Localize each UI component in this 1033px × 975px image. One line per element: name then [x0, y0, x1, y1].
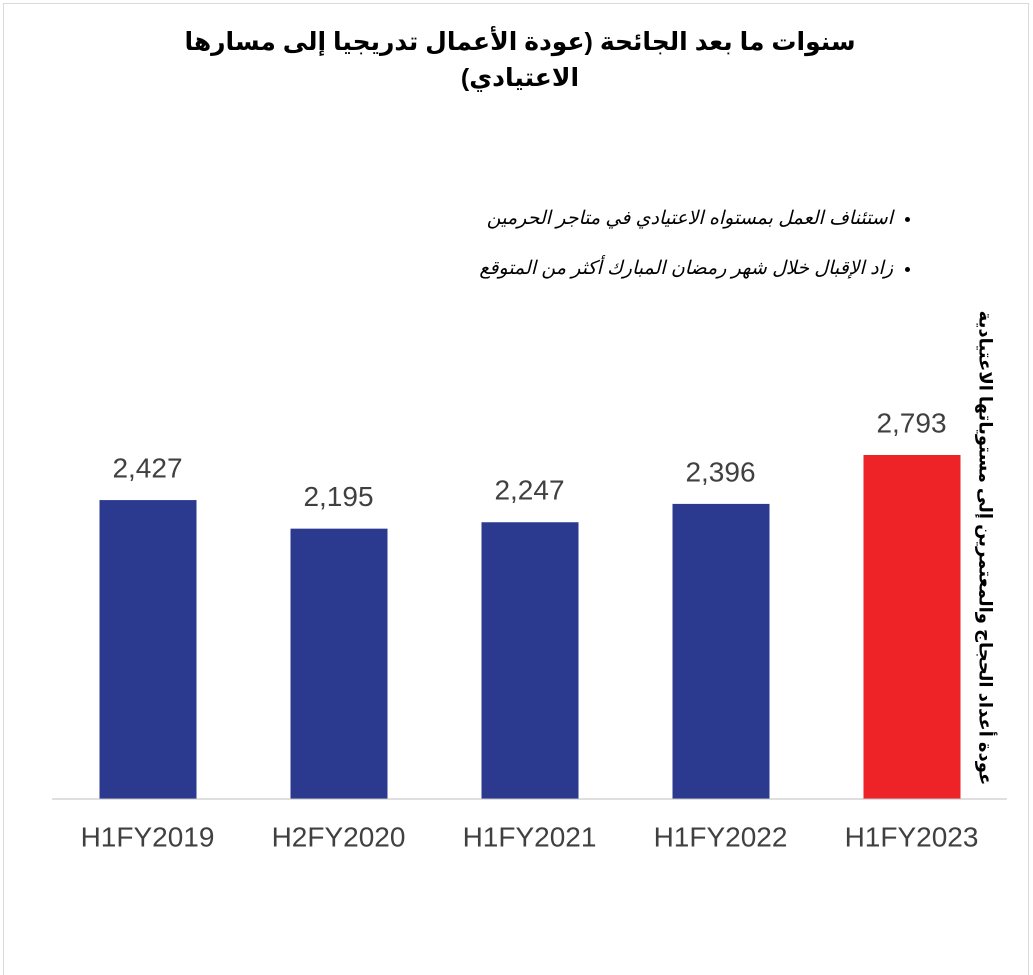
- bar: [481, 522, 579, 799]
- data-label: 2,247: [494, 475, 564, 506]
- data-label: 2,396: [685, 456, 755, 487]
- bar: [99, 500, 197, 799]
- chart-title: سنوات ما بعد الجائحة (عودة الأعمال تدريج…: [184, 28, 856, 92]
- annotation: زاد الإقبال خلال شهر رمضان المبارك أكثر …: [333, 244, 893, 294]
- bar: [863, 455, 961, 799]
- annotations: استئناف العمل بمستواه الاعتيادي في متاجر…: [333, 194, 915, 294]
- x-tick-label: H2FY2020: [272, 821, 406, 852]
- x-tick-label: H1FY2019: [81, 821, 215, 852]
- x-tick-label: H1FY2021: [463, 821, 597, 852]
- x-tick-label: H1FY2022: [654, 821, 788, 852]
- bar: [290, 528, 388, 799]
- side-note: عودة أعداد الحجاج والمعتمرين إلى مستويات…: [975, 310, 996, 786]
- x-tick-label: H1FY2023: [845, 821, 979, 852]
- data-label: 2,195: [303, 481, 373, 512]
- frame: [3, 3, 1029, 975]
- annotation: استئناف العمل بمستواه الاعتيادي في متاجر…: [333, 194, 893, 244]
- data-label: 2,427: [112, 452, 182, 483]
- data-label: 2,793: [876, 407, 946, 438]
- bar: [672, 503, 770, 799]
